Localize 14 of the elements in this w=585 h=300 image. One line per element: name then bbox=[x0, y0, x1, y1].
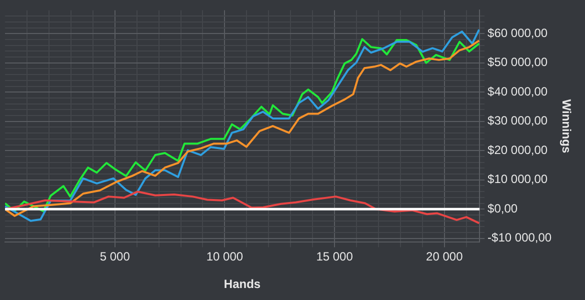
y-tick-label: $50 000,00 bbox=[488, 55, 548, 70]
y-tick-label: -$10 000,00 bbox=[488, 230, 552, 245]
x-axis-title: Hands bbox=[224, 277, 261, 292]
y-tick-label: $0,00 bbox=[488, 201, 518, 216]
y-tick-label: $20 000,00 bbox=[488, 142, 548, 157]
y-tick-label: $40 000,00 bbox=[488, 84, 548, 98]
y-tick-label: $10 000,00 bbox=[488, 172, 548, 186]
y-tick-label: $30 000,00 bbox=[488, 114, 548, 128]
y-axis-title: Winnings bbox=[559, 99, 574, 154]
x-tick-label: 15 000 bbox=[316, 250, 354, 264]
x-tick-label: 20 000 bbox=[426, 250, 464, 264]
x-tick-label: 10 000 bbox=[206, 250, 244, 264]
x-tick-label: 5 000 bbox=[100, 250, 130, 264]
y-tick-label: $60 000,00 bbox=[488, 26, 548, 40]
